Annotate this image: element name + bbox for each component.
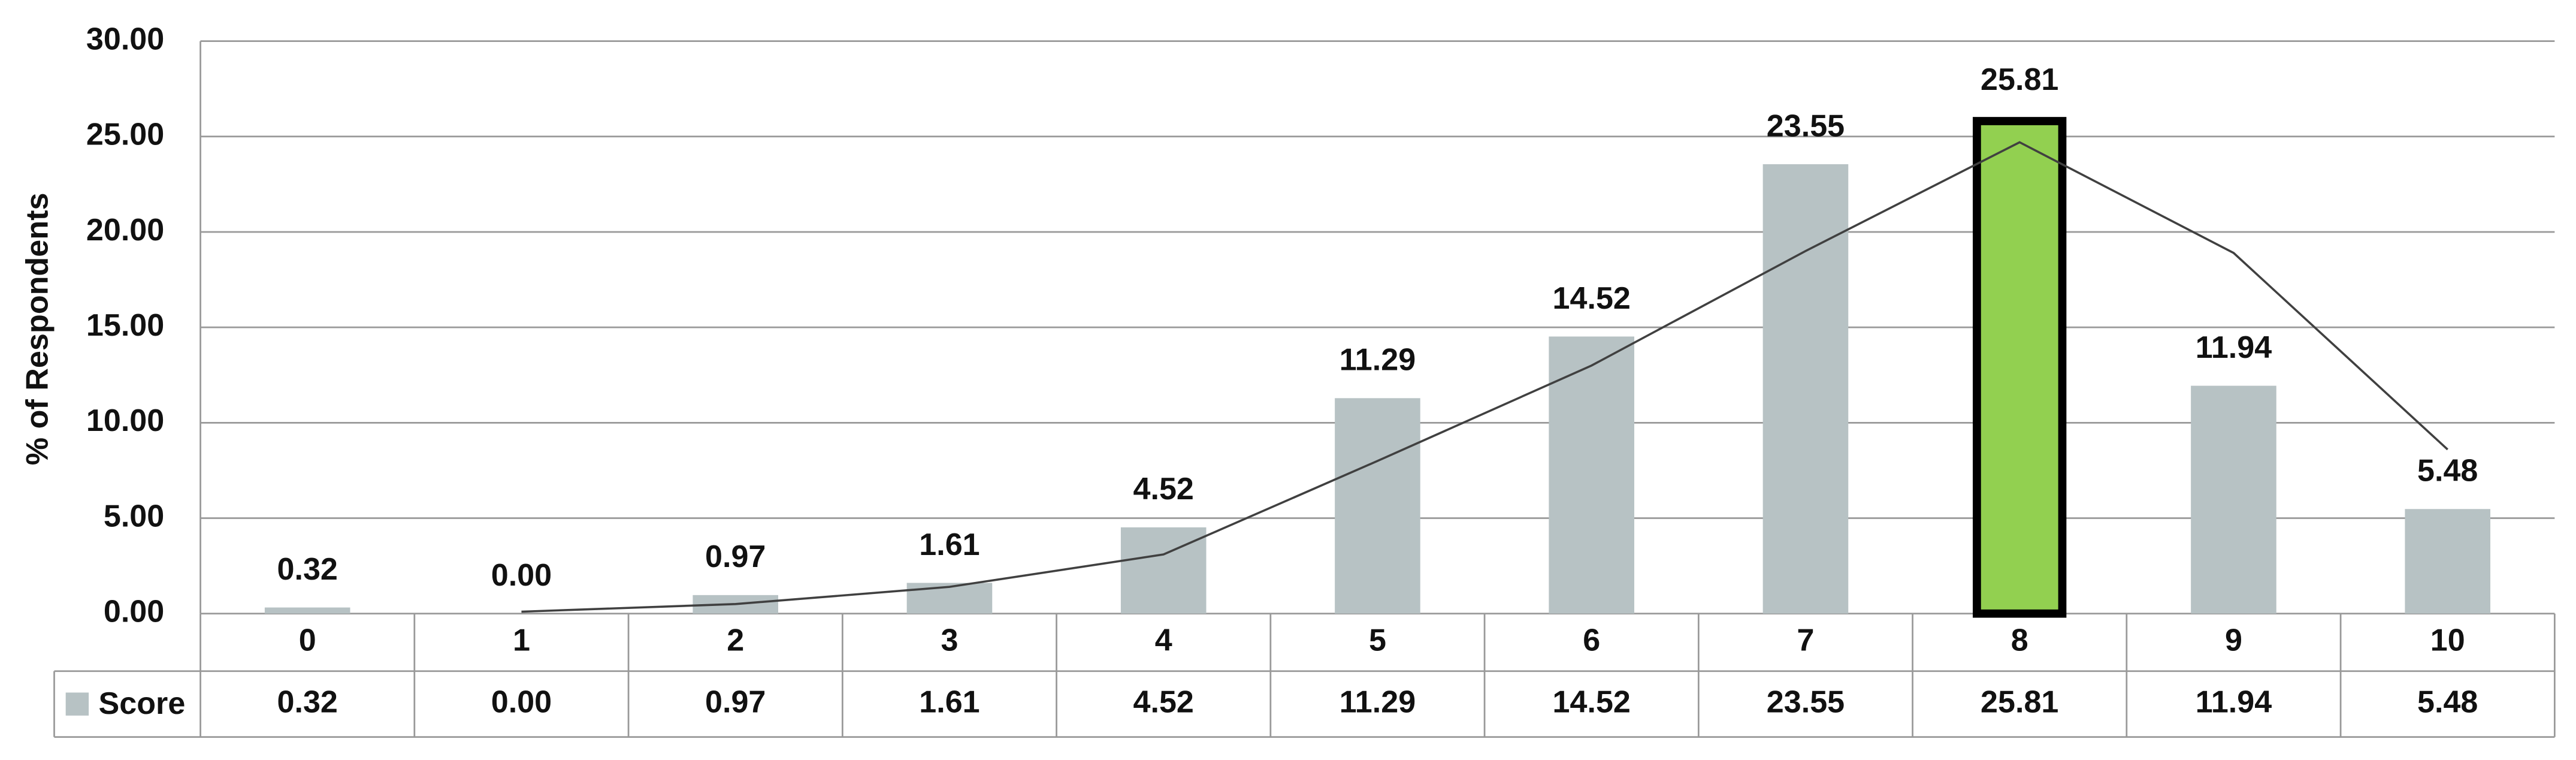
y-tick-label: 5.00	[104, 499, 164, 533]
x-tick-label: 8	[2011, 623, 2028, 658]
y-tick-label: 25.00	[86, 117, 164, 152]
bar	[1335, 398, 1420, 614]
table-value: 0.32	[277, 684, 338, 719]
y-axis-label: % of Respondents	[20, 193, 55, 466]
table-value: 11.29	[1340, 684, 1416, 719]
table-value: 0.00	[491, 684, 552, 719]
table-value: 5.48	[2417, 684, 2478, 719]
data-label: 5.48	[2417, 454, 2478, 488]
bar	[1762, 164, 1849, 614]
table-value: 14.52	[1553, 684, 1631, 719]
x-tick-label: 10	[2430, 623, 2465, 658]
bar	[2191, 385, 2276, 614]
y-tick-label: 20.00	[86, 213, 164, 248]
x-tick-label: 3	[941, 623, 958, 658]
x-tick-label: 5	[1369, 623, 1386, 658]
table-value: 11.94	[2196, 684, 2272, 719]
data-label: 14.52	[1553, 281, 1631, 316]
table-value: 0.97	[705, 684, 766, 719]
highlighted-bar	[1973, 117, 2067, 618]
x-tick-label: 7	[1797, 623, 1814, 658]
bar	[264, 607, 350, 614]
bar	[906, 583, 993, 614]
table-value: 4.52	[1133, 684, 1194, 719]
data-label: 25.81	[1981, 62, 2058, 97]
data-label: 1.61	[919, 527, 979, 562]
x-tick-label: 0	[299, 623, 316, 658]
x-tick-label: 9	[2225, 623, 2242, 658]
x-tick-label: 2	[727, 623, 744, 658]
trend-line	[521, 141, 2448, 613]
y-tick-label: 30.00	[86, 22, 164, 56]
y-tick-label: 10.00	[86, 403, 164, 438]
data-label: 11.29	[1340, 343, 1416, 378]
table-value: 1.61	[919, 684, 979, 719]
data-label: 0.97	[705, 539, 766, 574]
data-label: 0.00	[491, 558, 552, 593]
bar	[2405, 509, 2491, 614]
legend-label: Score	[99, 686, 186, 721]
bar	[1549, 336, 1635, 614]
data-label: 23.55	[1767, 108, 1845, 143]
table-value: 23.55	[1767, 684, 1845, 719]
data-label: 11.94	[2196, 330, 2272, 365]
x-tick-label: 1	[513, 623, 530, 658]
data-label: 0.32	[277, 552, 338, 587]
table-value: 25.81	[1981, 684, 2058, 719]
legend-swatch	[65, 692, 89, 716]
x-tick-label: 4	[1155, 623, 1172, 658]
y-tick-label: 15.00	[86, 308, 164, 343]
data-label: 4.52	[1133, 472, 1194, 506]
x-tick-label: 6	[1583, 623, 1600, 658]
y-tick-label: 0.00	[104, 594, 164, 629]
